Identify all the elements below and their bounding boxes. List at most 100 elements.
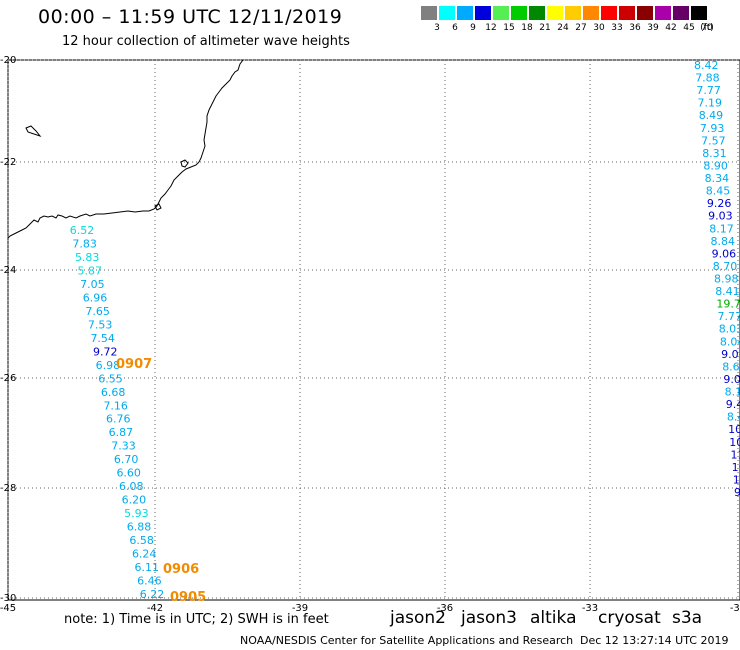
wave-height-value: 6.68: [101, 386, 126, 399]
wave-height-value: 9.03: [708, 210, 733, 223]
wave-height-value: 9.72: [93, 345, 118, 358]
legend-swatch: [421, 6, 437, 20]
latitude-label: -24: [0, 265, 16, 276]
wave-height-value: 8.45: [706, 185, 731, 198]
legend-tick-label: 30: [593, 23, 605, 33]
pass-label: 0907: [116, 357, 152, 372]
graticule: [7, 59, 740, 600]
longitude-label: -45: [0, 603, 16, 614]
legend-swatch: [601, 6, 617, 20]
wave-height-value: 10: [732, 461, 740, 474]
wave-height-value: 9.07: [721, 348, 740, 361]
wave-height-value: 7.77: [718, 310, 740, 323]
legend-swatch: [565, 6, 581, 20]
island: [180, 159, 189, 168]
wave-height-value: 6.20: [122, 494, 147, 507]
wave-height-value: 11: [731, 448, 740, 461]
legend-swatch: [583, 6, 599, 20]
wave-height-value: 6.24: [132, 548, 157, 561]
longitude-label: -42: [147, 603, 163, 614]
wave-height-value: 8.70: [713, 260, 738, 273]
latitude-label: -28: [0, 483, 16, 494]
wave-height-value: 9: [734, 486, 740, 499]
wave-height-value: 7.57: [701, 134, 726, 147]
wave-height-value: 8.1: [725, 386, 740, 399]
legend-swatch: [673, 6, 689, 20]
satellite-cryosat: cryosat: [598, 608, 661, 628]
wave-height-value: 8.04: [720, 335, 740, 348]
latitude-labels: -20 -22 -24 -26 -28 -30: [0, 55, 16, 604]
east-altimeter-track: 8.427.887.777.198.497.937.578.318.908.34…: [694, 59, 740, 499]
wave-height-value: 19.78: [716, 298, 740, 311]
wave-height-value: 8.03: [719, 323, 740, 336]
latitude-label: -20: [0, 55, 16, 66]
wave-height-value: 8.41: [715, 285, 740, 298]
wave-height-value: 6.58: [129, 534, 154, 547]
wave-height-value: 8.66: [722, 360, 740, 373]
wave-height-value: 6.76: [106, 413, 131, 426]
wave-height-value: 7.19: [698, 97, 723, 110]
legend-tick-label: 9: [470, 23, 476, 33]
wave-height-value: 10: [729, 436, 740, 449]
legend-swatch: [529, 6, 545, 20]
wave-height-value: 6.88: [127, 521, 152, 534]
wave-height-value: 7.93: [700, 122, 725, 135]
wave-height-value: 5.93: [124, 507, 149, 520]
longitude-label: -39: [292, 603, 308, 614]
wave-height-value: 7.53: [88, 318, 113, 331]
west-altimeter-track: 6.527.835.835.877.056.967.657.537.549.72…: [70, 224, 165, 601]
legend-swatch: [547, 6, 563, 20]
legend-tick-label: 3: [434, 23, 440, 33]
legend-swatch: [475, 6, 491, 20]
pass-label: 0905: [170, 590, 206, 605]
wave-height-value: 6.22: [140, 588, 165, 601]
latitude-label: -22: [0, 157, 16, 168]
legend-tick-label: 27: [575, 23, 587, 33]
wave-height-value: 6.87: [109, 426, 134, 439]
legend-tick-label: 39: [647, 23, 659, 33]
wave-height-value: 8.17: [709, 222, 734, 235]
longitude-label: -33: [582, 603, 598, 614]
island: [25, 125, 42, 138]
legend-swatch: [637, 6, 653, 20]
units-note: note: 1) Time is in UTC; 2) SWH is in fe…: [64, 612, 329, 627]
wave-height-value: 8.31: [702, 147, 727, 160]
legend-swatch: [619, 6, 635, 20]
map-frame: [7, 59, 740, 601]
wave-height-value: 8.42: [694, 59, 719, 72]
wave-height-value: 11: [733, 473, 740, 486]
satellite-jason2: jason2: [390, 608, 446, 628]
island: [154, 203, 162, 211]
wave-height-value: 8.49: [699, 109, 724, 122]
wave-height-value: 6.46: [137, 575, 162, 588]
longitude-label: -30: [730, 603, 740, 614]
wave-height-value: 6.52: [70, 224, 95, 237]
satellite-altika: altika: [530, 608, 577, 628]
legend-tick-label: 18: [521, 23, 533, 33]
credit-line: NOAA/NESDIS Center for Satellite Applica…: [240, 634, 574, 647]
wave-height-value: 7.83: [72, 238, 97, 251]
wave-height-value: 8.34: [705, 172, 730, 185]
legend-tick-label: 24: [557, 23, 569, 33]
wave-height-value: 7.33: [111, 440, 136, 453]
map-subtitle: 12 hour collection of altimeter wave hei…: [62, 34, 350, 49]
wave-height-value: 7.05: [80, 278, 105, 291]
longitude-labels: -45 -42 -39 -36 -33 -30: [0, 603, 740, 614]
wave-height-value: 6.98: [96, 359, 121, 372]
wave-height-value: 10.: [728, 423, 740, 436]
wave-height-value: 6.96: [83, 291, 108, 304]
latitude-label: -30: [0, 593, 16, 604]
legend-tick-label: 45: [683, 23, 695, 33]
wave-height-value: 8.4: [727, 411, 740, 424]
generated-timestamp: Dec 12 13:27:14 UTC 2019: [580, 634, 729, 647]
satellite-jason3: jason3: [461, 608, 517, 628]
latitude-label: -26: [0, 373, 16, 384]
pass-label: 0906: [163, 562, 199, 577]
legend-tick-label: 33: [611, 23, 623, 33]
map-title: 00:00 – 11:59 UTC 12/11/2019: [38, 6, 343, 28]
wave-height-value: 6.11: [135, 561, 160, 574]
wave-height-value: 7.65: [85, 305, 110, 318]
wave-height-value: 6.70: [114, 453, 139, 466]
wave-height-value: 7.54: [90, 332, 115, 345]
